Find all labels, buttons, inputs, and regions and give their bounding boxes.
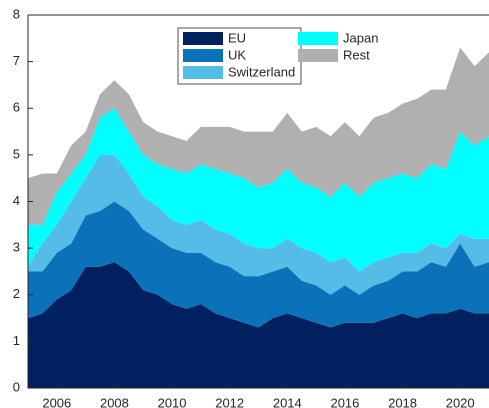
- x-tick-label: 2018: [388, 395, 417, 408]
- x-tick-label: 2008: [100, 395, 129, 408]
- y-tick-label: 3: [13, 240, 20, 255]
- legend-label: UK: [228, 47, 246, 62]
- legend-label: Japan: [343, 30, 378, 45]
- legend-swatch: [183, 32, 223, 45]
- y-tick-label: 0: [13, 379, 20, 394]
- area: [28, 262, 489, 388]
- x-tick-label: 2006: [42, 395, 71, 408]
- legend-label: EU: [228, 30, 246, 45]
- x-tick-label: 2010: [158, 395, 187, 408]
- area: [28, 201, 489, 328]
- x-tick-label: 2014: [273, 395, 302, 408]
- legend-swatch: [183, 66, 223, 79]
- y-tick-label: 2: [13, 286, 20, 301]
- y-tick-label: 8: [13, 6, 20, 21]
- area: [28, 108, 489, 272]
- x-tick-label: 2016: [330, 395, 359, 408]
- legend-label: Rest: [343, 47, 370, 62]
- legend-label: Switzerland: [228, 64, 295, 79]
- y-tick-label: 5: [13, 146, 20, 161]
- area: [28, 154, 489, 295]
- y-tick-label: 7: [13, 53, 20, 68]
- legend-swatch: [298, 49, 338, 62]
- legend-swatch: [183, 49, 223, 62]
- y-tick-label: 1: [13, 333, 20, 348]
- y-tick-label: 4: [13, 193, 20, 208]
- area: [28, 47, 489, 225]
- x-tick-label: 2020: [446, 395, 475, 408]
- x-tick-label: 2012: [215, 395, 244, 408]
- legend-swatch: [298, 32, 338, 45]
- y-tick-label: 6: [13, 100, 20, 115]
